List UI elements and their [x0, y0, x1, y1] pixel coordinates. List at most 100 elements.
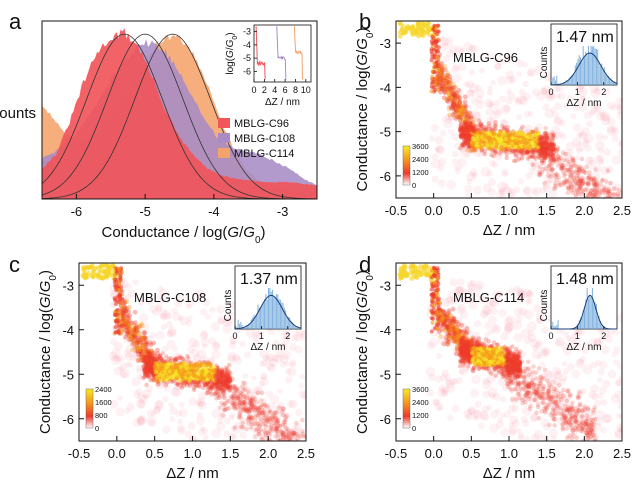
- heatmap-bin: [449, 91, 455, 97]
- heatmap-bin: [606, 206, 611, 211]
- heatmap-bin: [464, 141, 469, 146]
- heatmap-bin: [128, 335, 134, 341]
- heatmap-bin: [242, 406, 247, 412]
- heatmap-bin: [549, 149, 555, 155]
- heatmap-bin: [436, 57, 441, 62]
- heatmap-bin: [592, 176, 597, 181]
- heatmap-bin: [469, 168, 478, 177]
- heatmap-bin: [466, 116, 472, 121]
- heatmap-bin: [564, 419, 573, 428]
- heatmap-bin: [118, 304, 124, 310]
- heatmap-bin: [591, 393, 599, 401]
- heatmap-bin: [218, 372, 224, 377]
- heatmap-bin: [468, 288, 475, 295]
- panel-c-sample-label: MBLG-C108: [134, 290, 206, 305]
- heatmap-bin: [533, 430, 544, 440]
- heatmap-bin: [594, 339, 602, 348]
- heatmap-bin: [210, 374, 215, 379]
- heatmap-bin: [249, 402, 255, 407]
- heatmap-bin: [540, 154, 545, 159]
- inset-histogram-bar: [286, 317, 288, 329]
- panel-b-heatmap: [397, 21, 632, 227]
- heatmap-bin: [172, 386, 182, 397]
- heatmap-bin: [147, 351, 153, 357]
- heatmap-bin: [275, 429, 280, 434]
- heatmap-bin: [438, 89, 444, 95]
- heatmap-bin: [466, 137, 471, 142]
- heatmap-bin: [475, 136, 480, 142]
- heatmap-bin: [125, 322, 131, 328]
- inset-histogram-bar: [295, 326, 297, 329]
- heatmap-bin: [118, 310, 124, 316]
- heatmap-bin: [229, 339, 236, 345]
- heatmap-bin: [234, 386, 239, 392]
- heatmap-bin: [539, 135, 545, 140]
- heatmap-bin: [436, 62, 441, 68]
- heatmap-bin: [126, 333, 132, 339]
- heatmap-bin: [461, 124, 466, 129]
- heatmap-bin: [543, 165, 548, 171]
- heatmap-bin: [226, 398, 232, 404]
- heatmap-bin: [143, 346, 149, 352]
- heatmap-bin: [220, 370, 225, 375]
- heatmap-bin: [171, 312, 181, 322]
- heatmap-bin: [283, 435, 288, 440]
- heatmap-bin: [139, 355, 145, 361]
- heatmap-bin: [545, 92, 556, 102]
- heatmap-bin: [459, 109, 465, 114]
- heatmap-bin: [547, 142, 553, 148]
- heatmap-bin: [443, 37, 454, 47]
- heatmap-bin: [175, 382, 180, 388]
- heatmap-bin: [559, 162, 565, 168]
- heatmap-bin: [617, 141, 622, 148]
- heatmap-bin: [542, 179, 552, 189]
- heatmap-bin: [272, 410, 282, 421]
- inset-histogram-bar: [291, 321, 293, 329]
- heatmap-bin: [249, 407, 254, 413]
- heatmap-bin: [487, 123, 492, 129]
- heatmap-bin: [587, 173, 592, 179]
- heatmap-bin: [439, 70, 445, 75]
- heatmap-bin: [613, 183, 622, 191]
- heatmap-bin: [453, 107, 459, 113]
- heatmap-bin: [529, 414, 538, 423]
- panel-c-colorbar-label: 1600: [95, 398, 112, 407]
- heatmap-bin: [532, 186, 542, 197]
- heatmap-bin: [627, 222, 632, 227]
- heatmap-bin: [251, 375, 257, 381]
- heatmap-bin: [221, 374, 226, 379]
- heatmap-bin: [178, 401, 185, 408]
- heatmap-bin: [127, 313, 133, 319]
- heatmap-bin: [493, 109, 502, 119]
- heatmap-bin: [124, 331, 133, 341]
- heatmap-bin: [471, 117, 477, 123]
- heatmap-bin: [437, 62, 443, 68]
- heatmap-bin: [497, 377, 507, 387]
- heatmap-bin: [461, 107, 467, 113]
- heatmap-bin: [542, 180, 548, 186]
- heatmap-bin: [131, 340, 137, 346]
- heatmap-bin: [454, 142, 462, 151]
- heatmap-bin: [155, 356, 161, 362]
- heatmap-bin: [454, 106, 460, 112]
- heatmap-bin: [529, 154, 535, 159]
- heatmap-bin: [241, 400, 247, 405]
- heatmap-bin: [549, 162, 555, 167]
- heatmap-bin: [219, 367, 225, 372]
- heatmap-bin: [220, 372, 225, 378]
- heatmap-bin: [248, 398, 254, 403]
- heatmap-bin: [543, 138, 548, 143]
- heatmap-bin: [457, 109, 463, 114]
- heatmap-bin: [554, 102, 562, 111]
- heatmap-bin: [617, 191, 622, 198]
- heatmap-bin: [283, 415, 288, 420]
- heatmap-bin: [120, 297, 125, 303]
- heatmap-bin: [620, 97, 622, 103]
- heatmap-bin: [551, 133, 556, 138]
- heatmap-bin: [296, 433, 301, 438]
- heatmap-bin: [208, 337, 217, 345]
- heatmap-bin: [561, 360, 567, 367]
- heatmap-bin: [542, 145, 548, 150]
- heatmap-bin: [143, 373, 148, 378]
- heatmap-bin: [146, 365, 152, 371]
